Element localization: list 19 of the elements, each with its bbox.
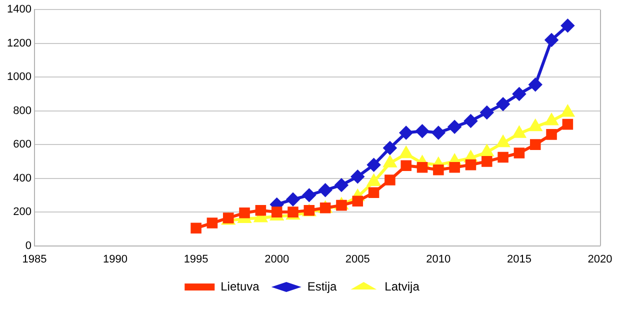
y-tick-label: 1000 <box>6 71 32 84</box>
y-tick-label: 0 <box>25 240 32 252</box>
x-tick-label: 2005 <box>345 253 370 266</box>
x-tick-label: 2020 <box>588 253 612 266</box>
y-tick-label: 600 <box>13 138 32 151</box>
y-tick-label: 200 <box>13 206 32 218</box>
x-tick-label: 1985 <box>22 253 47 266</box>
x-tick-label: 1990 <box>103 253 128 266</box>
y-tick-label: 1400 <box>6 4 32 16</box>
y-tick-label: 400 <box>13 172 32 184</box>
x-tick-label: 2000 <box>264 253 290 266</box>
x-tick-label: 2015 <box>506 253 532 266</box>
x-tick-label: 2010 <box>426 253 451 266</box>
y-tick-label: 800 <box>13 104 32 117</box>
legend-label: Lietuva <box>220 279 260 294</box>
x-tick-label: 1995 <box>184 253 208 266</box>
legend-label: Latvija <box>384 279 420 294</box>
y-tick-label: 1200 <box>6 37 32 50</box>
legend-label: Estija <box>307 279 337 294</box>
